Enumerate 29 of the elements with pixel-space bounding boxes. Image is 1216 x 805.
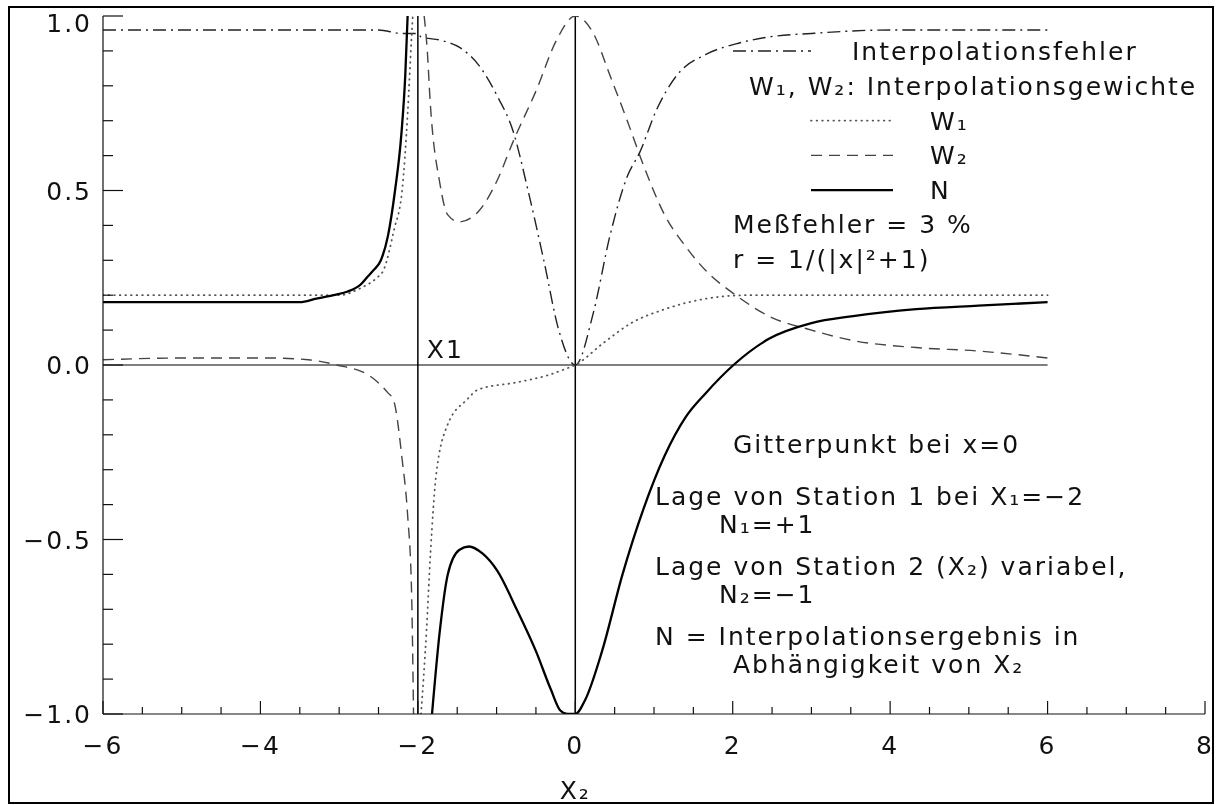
y-tick-label: 1.0 <box>46 8 92 38</box>
x-tick-label: −4 <box>240 730 281 760</box>
legend-label: W₂ <box>930 140 969 170</box>
legend-label: N <box>930 175 951 205</box>
legend-title: W₁, W₂: Interpolationsgewichte <box>749 71 1198 101</box>
x-axis-title: X₂ <box>559 775 591 805</box>
annotation: X1 <box>426 334 464 364</box>
annotation: r = 1/(|x|²+1) <box>733 244 931 274</box>
x-tick-label: −6 <box>82 730 124 760</box>
x-tick-label: 6 <box>1038 730 1057 760</box>
x-tick-label: 2 <box>723 730 742 760</box>
x-tick-label: 4 <box>881 730 900 760</box>
annotation: Gitterpunkt bei x=0 <box>733 429 1021 459</box>
legend-label: W₁ <box>930 106 969 136</box>
annotation: Meßfehler = 3 % <box>733 209 973 239</box>
y-tick-label: −1.0 <box>23 699 92 729</box>
y-tick-label: 0.5 <box>46 176 92 205</box>
legend-label: Interpolationsfehler <box>852 36 1138 66</box>
annotation: N₂=−1 <box>719 579 816 609</box>
annotation: Abhängigkeit von X₂ <box>733 649 1025 679</box>
annotation: N = Interpolationsergebnis in <box>655 621 1081 651</box>
y-tick-label: −0.5 <box>23 525 92 554</box>
annotation: Lage von Station 1 bei X₁=−2 <box>655 481 1086 511</box>
annotation: N₁=+1 <box>719 509 816 539</box>
x-tick-label: −2 <box>397 730 439 760</box>
annotation: Lage von Station 2 (X₂) variabel, <box>655 551 1128 581</box>
y-tick-label: 0.0 <box>46 350 92 380</box>
x-tick-label: 8 <box>1196 730 1214 760</box>
x-tick-label: 0 <box>566 730 585 760</box>
